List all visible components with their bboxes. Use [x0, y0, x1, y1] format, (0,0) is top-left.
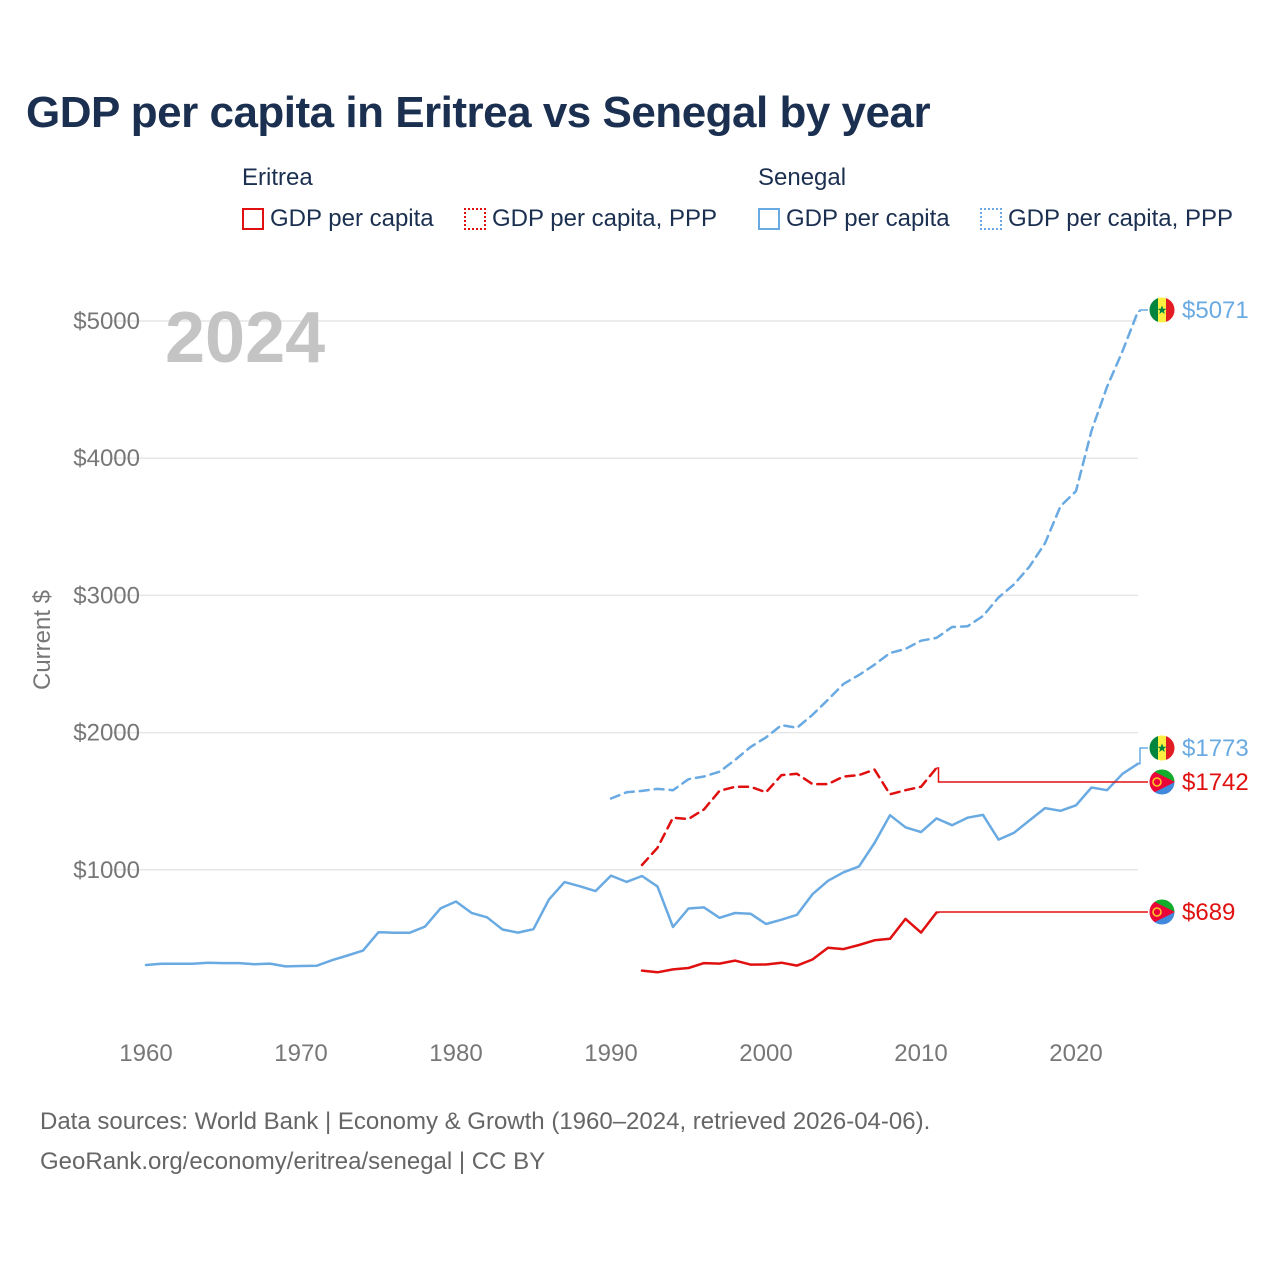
legend-swatch-solid-icon	[758, 208, 780, 230]
y-tick-label: $1000	[73, 857, 140, 884]
series-line-eritrea-gdp-per-capita-ppp[interactable]	[640, 766, 938, 867]
y-tick-label: $3000	[73, 582, 140, 609]
legend-label: GDP per capita, PPP	[492, 205, 717, 232]
x-tick-label: 1990	[584, 1040, 637, 1067]
y-tick-label: $5000	[73, 308, 140, 335]
end-label-connector	[936, 767, 1148, 783]
y-axis: $1000 $2000 $3000 $4000 $5000	[73, 308, 140, 884]
end-value-label: $1742	[1182, 769, 1249, 796]
footer-sources: Data sources: World Bank | Economy & Gro…	[40, 1108, 931, 1135]
x-tick-label: 2010	[894, 1040, 947, 1067]
y-tick-label: $2000	[73, 720, 140, 747]
legend-item-senegal-gdp[interactable]: GDP per capita	[758, 205, 950, 233]
legend-label: GDP per capita	[786, 205, 950, 232]
year-watermark: 2024	[165, 298, 325, 378]
legend-swatch-solid-icon	[242, 208, 264, 230]
end-label-connector	[1138, 747, 1148, 765]
eritrea-flag-icon	[1148, 898, 1176, 926]
end-value-label: $5071	[1182, 297, 1249, 324]
legend-group-eritrea: Eritrea	[242, 164, 313, 191]
footer-url[interactable]: GeoRank.org/economy/eritrea/senegal | CC…	[40, 1148, 546, 1175]
series-line-eritrea-gdp-per-capita[interactable]	[640, 911, 938, 974]
legend-group-senegal: Senegal	[758, 164, 847, 191]
end-value-label: $1773	[1182, 735, 1249, 762]
end-value-label: $689	[1182, 899, 1235, 926]
grid-layer	[112, 320, 1138, 871]
x-tick-label: 1960	[119, 1040, 172, 1067]
legend-label: GDP per capita	[270, 205, 434, 232]
end-label-connector	[936, 911, 1148, 914]
legend-label: GDP per capita, PPP	[1008, 205, 1233, 232]
end-labels: $5071 $1773 $1742 $689	[936, 296, 1249, 926]
chart-title: GDP per capita in Eritrea vs Senegal by …	[26, 88, 931, 137]
legend-swatch-dotted-icon	[980, 208, 1002, 230]
legend-swatch-dotted-icon	[464, 208, 486, 230]
legend-item-senegal-ppp[interactable]: GDP per capita, PPP	[980, 205, 1233, 233]
series-line-senegal-gdp-per-capita[interactable]	[144, 762, 1140, 968]
eritrea-flag-icon	[1148, 768, 1176, 796]
senegal-flag-icon	[1148, 296, 1176, 324]
end-label-connector	[1138, 309, 1148, 313]
series-line-senegal-gdp-per-capita-ppp[interactable]	[609, 310, 1140, 800]
x-tick-label: 1970	[274, 1040, 327, 1067]
series-layer	[144, 310, 1140, 974]
legend-item-eritrea-ppp[interactable]: GDP per capita, PPP	[464, 205, 717, 233]
senegal-flag-icon	[1148, 734, 1176, 762]
x-tick-label: 1980	[429, 1040, 482, 1067]
legend-item-eritrea-gdp[interactable]: GDP per capita	[242, 205, 434, 233]
x-axis: 1960 1970 1980 1990 2000 2010 2020	[119, 1040, 1102, 1067]
x-tick-label: 2000	[739, 1040, 792, 1067]
y-axis-title: Current $	[29, 590, 56, 690]
y-tick-label: $4000	[73, 445, 140, 472]
x-tick-label: 2020	[1049, 1040, 1102, 1067]
